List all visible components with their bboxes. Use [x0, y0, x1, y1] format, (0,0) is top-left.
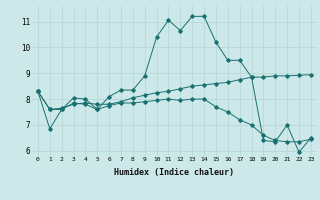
X-axis label: Humidex (Indice chaleur): Humidex (Indice chaleur): [115, 168, 234, 177]
